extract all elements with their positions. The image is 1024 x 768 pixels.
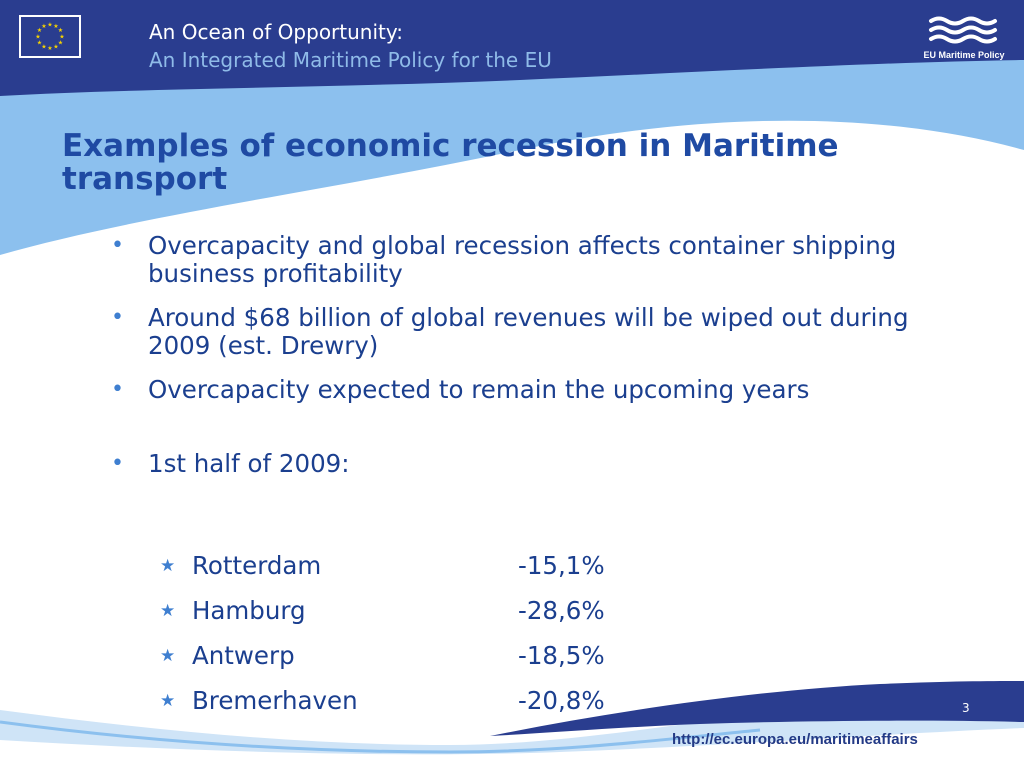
waves-icon: [929, 16, 997, 44]
svg-text:★: ★: [58, 27, 63, 34]
port-change: -28,6%: [518, 596, 605, 625]
header-subtitle: An Integrated Maritime Policy for the EU: [149, 48, 552, 72]
star-icon: ★: [160, 646, 176, 666]
port-change: -15,1%: [518, 551, 605, 580]
list-item: • 1st half of 2009:: [108, 450, 958, 478]
svg-text:★: ★: [58, 40, 63, 47]
footer-wave-navy: [490, 681, 1024, 736]
footer-white: [0, 728, 1024, 768]
port-row: ★ Bremerhaven -20,8%: [160, 685, 760, 730]
bullet-text: Overcapacity expected to remain the upco…: [148, 375, 810, 404]
port-name: Antwerp: [192, 641, 295, 670]
footer-wave-line: [0, 720, 761, 754]
eu-maritime-policy-logo: EU Maritime Policy: [923, 14, 1005, 64]
port-row: ★ Hamburg -28,6%: [160, 595, 760, 640]
svg-text:★: ★: [37, 40, 42, 47]
bullet-dot-icon: •: [111, 451, 124, 476]
header-wave-light: [0, 60, 1024, 255]
bullet-text: 1st half of 2009:: [148, 449, 350, 478]
svg-text:★: ★: [41, 44, 46, 51]
header-title: An Ocean of Opportunity:: [149, 20, 403, 44]
eu-flag-icon: ★ ★ ★ ★ ★ ★ ★ ★ ★ ★ ★ ★: [19, 15, 81, 58]
svg-text:★: ★: [41, 23, 46, 30]
svg-text:★: ★: [47, 45, 52, 52]
logo-label: EU Maritime Policy: [923, 50, 1005, 60]
port-name: Rotterdam: [192, 551, 322, 580]
list-item: • Overcapacity expected to remain the up…: [108, 376, 958, 404]
bullet-dot-icon: •: [111, 377, 124, 402]
bullet-text: Overcapacity and global recession affect…: [148, 231, 897, 288]
svg-text:★: ★: [53, 44, 58, 51]
page-number: 3: [962, 701, 970, 715]
port-name: Hamburg: [192, 596, 306, 625]
port-change: -20,8%: [518, 686, 605, 715]
list-item: • Overcapacity and global recession affe…: [108, 232, 958, 288]
slide-title: Examples of economic recession in Mariti…: [62, 128, 839, 197]
list-item: • Around $68 billion of global revenues …: [108, 304, 958, 360]
port-name: Bremerhaven: [192, 686, 358, 715]
port-change: -18,5%: [518, 641, 605, 670]
star-icon: ★: [160, 691, 176, 711]
bullet-list: • Overcapacity and global recession affe…: [108, 232, 958, 494]
bullet-text: Around $68 billion of global revenues wi…: [148, 303, 909, 360]
bullet-dot-icon: •: [111, 233, 124, 258]
svg-text:★: ★: [59, 34, 64, 41]
footer-url: http://ec.europa.eu/maritimeaffairs: [672, 731, 918, 748]
eu-flag-stars: ★ ★ ★ ★ ★ ★ ★ ★ ★ ★ ★ ★: [35, 22, 64, 53]
star-icon: ★: [160, 601, 176, 621]
star-icon: ★: [160, 556, 176, 576]
svg-text:★: ★: [35, 34, 40, 41]
header-band: [0, 0, 1024, 96]
svg-text:★: ★: [37, 27, 42, 34]
port-row: ★ Rotterdam -15,1%: [160, 550, 760, 595]
port-list: ★ Rotterdam -15,1% ★ Hamburg -28,6% ★ An…: [160, 550, 760, 730]
svg-text:★: ★: [47, 22, 52, 29]
svg-text:★: ★: [53, 23, 58, 30]
bullet-dot-icon: •: [111, 305, 124, 330]
port-row: ★ Antwerp -18,5%: [160, 640, 760, 685]
